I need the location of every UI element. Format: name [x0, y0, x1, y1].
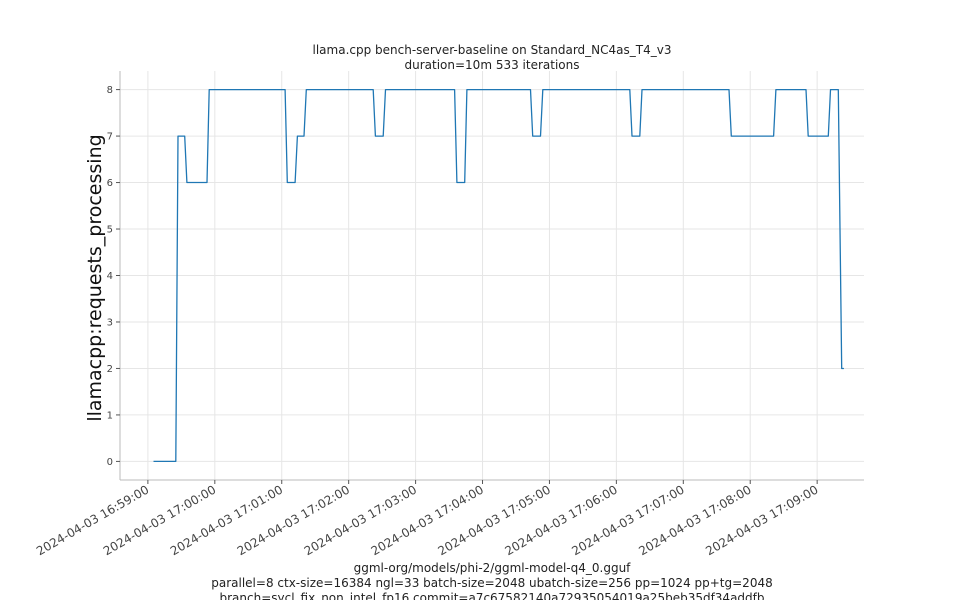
x-tick-label: 2024-04-03 17:06:00 [502, 482, 619, 558]
footer-line-branch: branch=sycl_fix_non_intel_fp16 commit=a7… [219, 591, 764, 600]
x-tick-label: 2024-04-03 17:01:00 [168, 482, 285, 558]
chart-subtitle: duration=10m 533 iterations [405, 58, 580, 72]
x-tick-label: 2024-04-03 17:00:00 [101, 482, 218, 558]
y-tick-label: 3 [107, 317, 113, 328]
x-tick-label: 2024-04-03 17:04:00 [369, 482, 486, 558]
x-tick-label: 2024-04-03 17:02:00 [235, 482, 352, 558]
y-tick-label: 2 [107, 364, 113, 375]
chart-title: llama.cpp bench-server-baseline on Stand… [313, 43, 672, 57]
x-tick-label: 2024-04-03 16:59:00 [34, 482, 151, 558]
y-axis: 0 1 2 3 4 5 6 7 8 [107, 85, 120, 468]
x-tick-label: 2024-04-03 17:05:00 [436, 482, 553, 558]
y-tick-label: 4 [107, 271, 113, 282]
y-tick-label: 8 [107, 85, 113, 96]
x-tick-label: 2024-04-03 17:08:00 [636, 482, 753, 558]
footer-line-model: ggml-org/models/phi-2/ggml-model-q4_0.gg… [354, 561, 632, 575]
x-tick-label: 2024-04-03 17:03:00 [302, 482, 419, 558]
y-tick-label: 6 [107, 178, 113, 189]
x-tick-label: 2024-04-03 17:09:00 [703, 482, 820, 558]
y-tick-label: 5 [107, 225, 113, 236]
y-tick-label: 7 [107, 132, 113, 143]
y-tick-label: 1 [107, 410, 113, 421]
y-axis-label: llamacpp:requests_processing [84, 134, 106, 421]
series-line [153, 88, 844, 463]
x-tick-label: 2024-04-03 17:07:00 [569, 482, 686, 558]
grid [120, 71, 864, 480]
series-layer [153, 88, 844, 463]
footer-line-params: parallel=8 ctx-size=16384 ngl=33 batch-s… [211, 576, 772, 590]
y-tick-label: 0 [107, 457, 113, 468]
